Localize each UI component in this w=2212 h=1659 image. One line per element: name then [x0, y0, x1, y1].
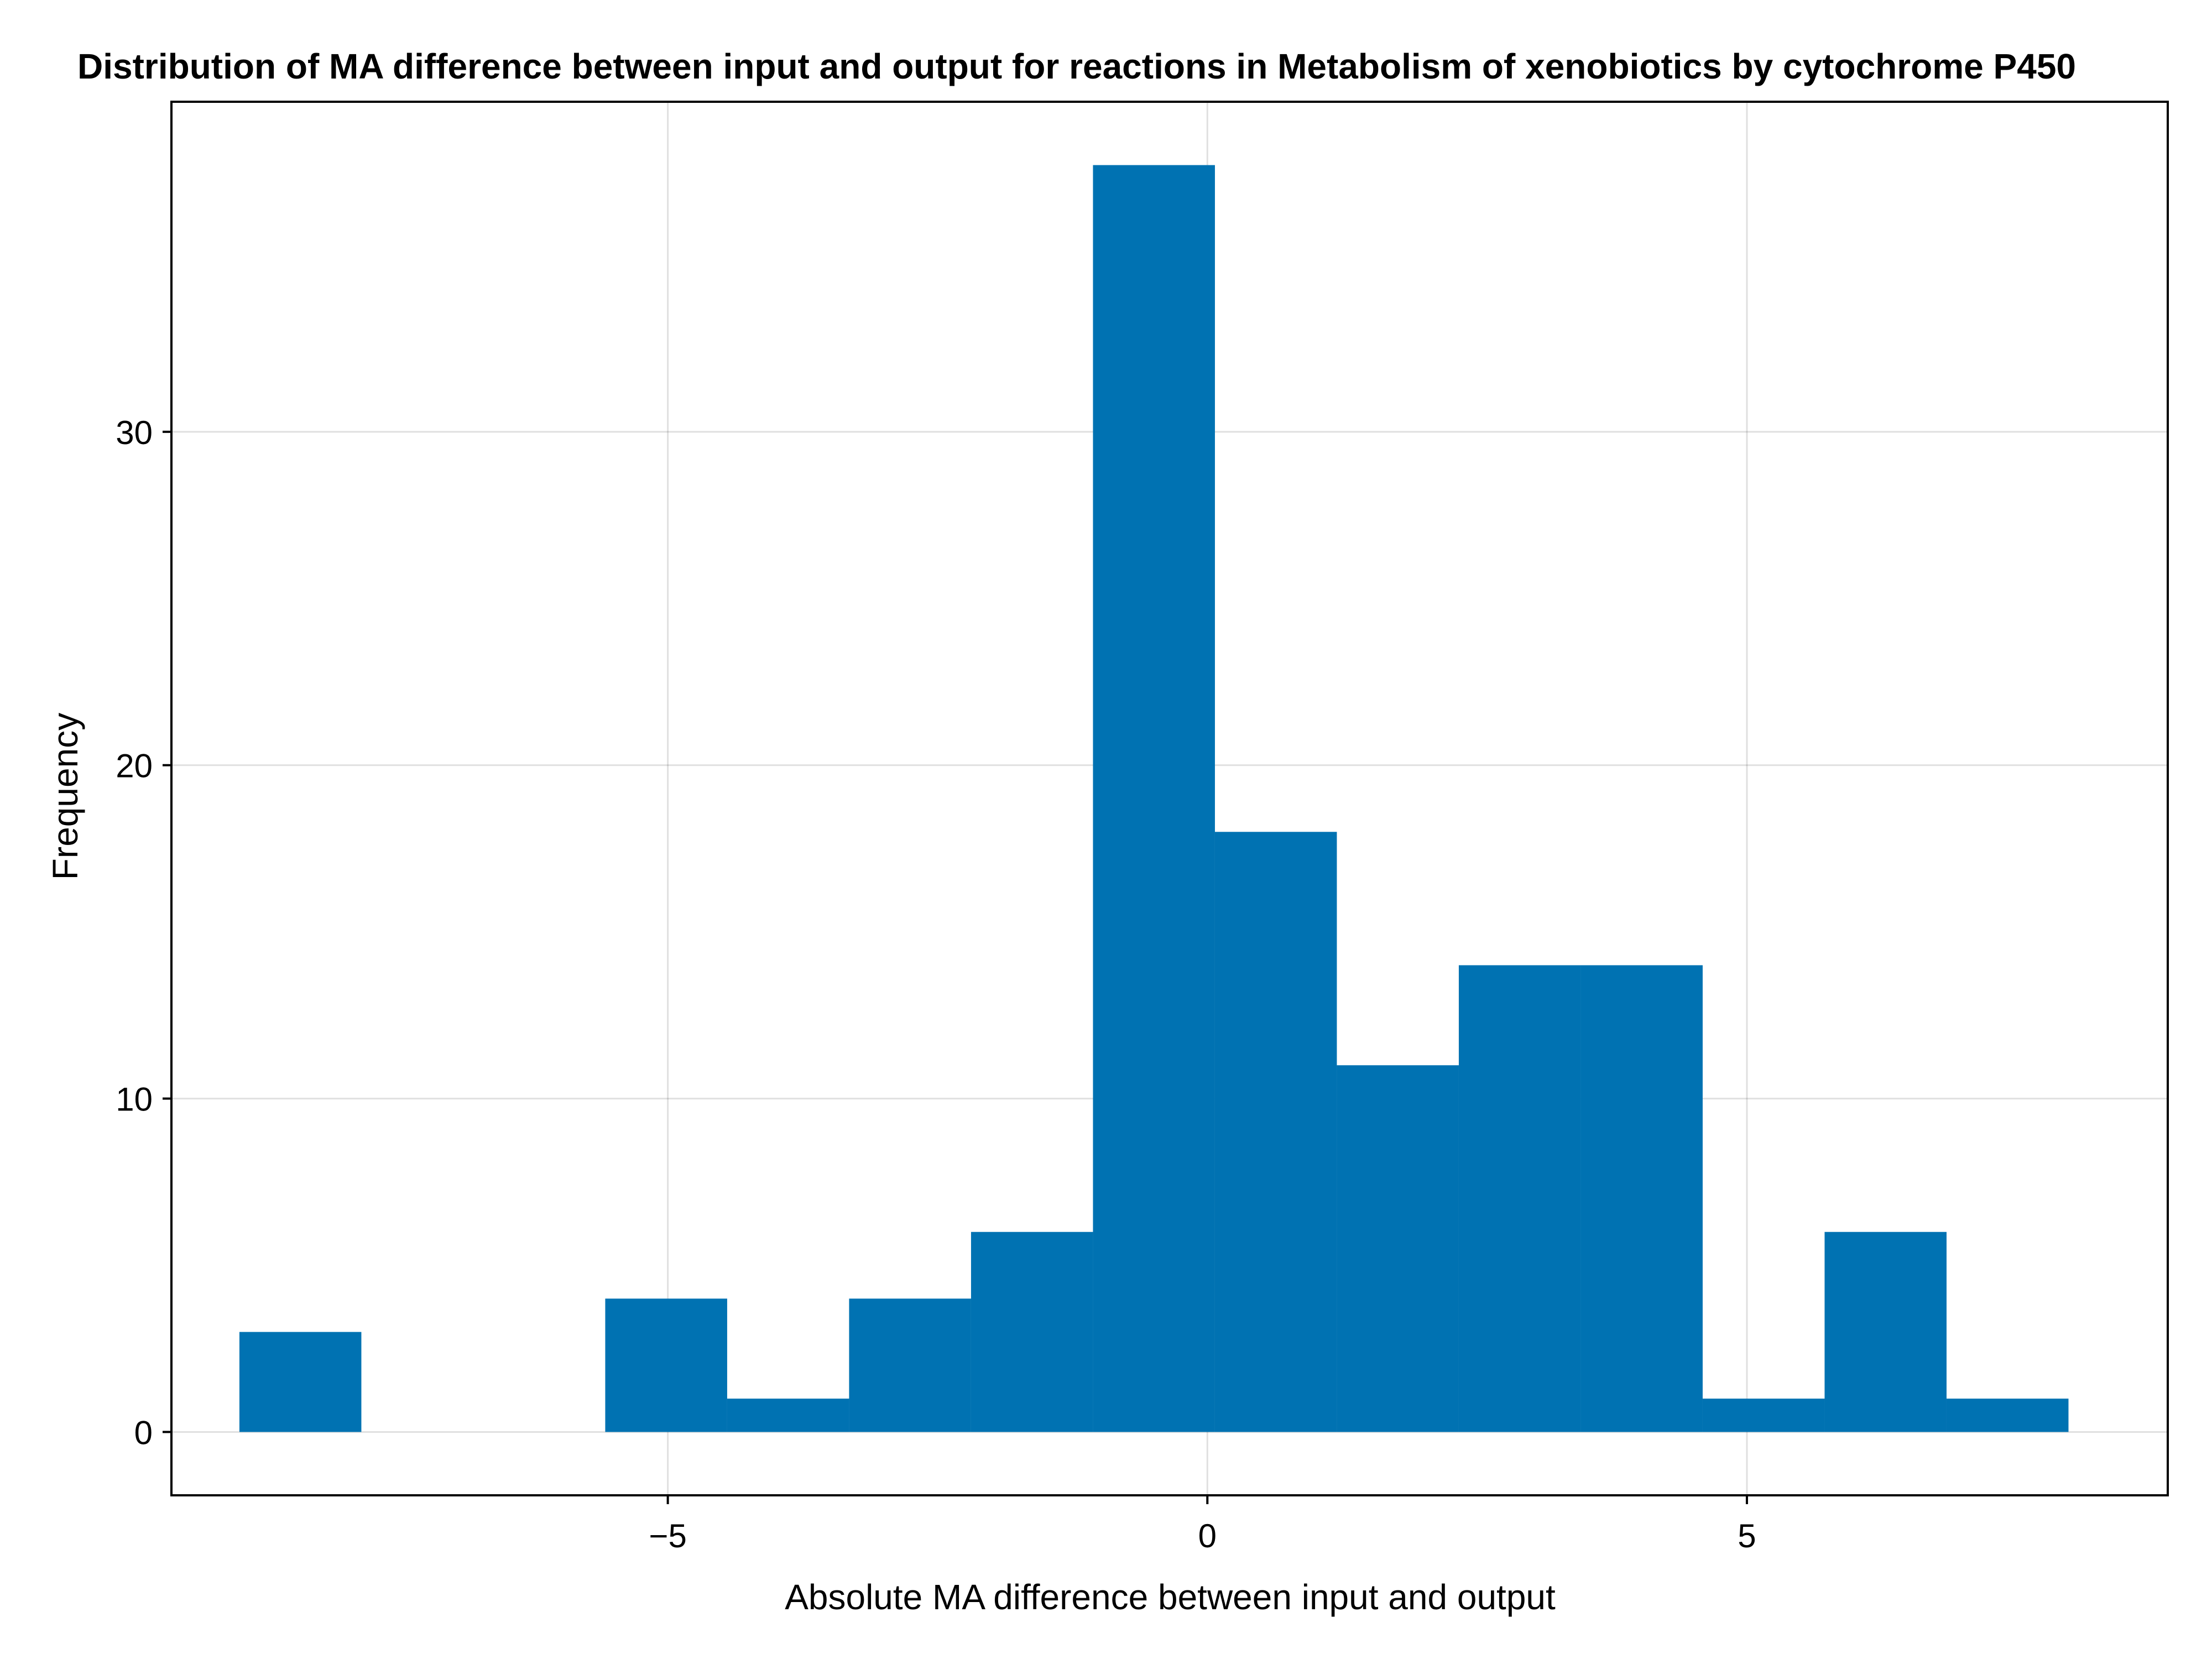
- x-tick-label: −5: [649, 1517, 686, 1554]
- histogram-bar: [1824, 1232, 1947, 1432]
- histogram-bar: [1337, 1065, 1459, 1432]
- y-axis-label: Frequency: [45, 713, 85, 880]
- histogram-bar: [1093, 165, 1215, 1432]
- x-axis-label: Absolute MA difference between input and…: [785, 1577, 1556, 1617]
- bars-layer: [239, 165, 2069, 1432]
- histogram-bar: [1946, 1399, 2069, 1432]
- histogram-bar: [1580, 965, 1703, 1432]
- x-tick-label: 5: [1738, 1517, 1756, 1554]
- x-tick-label: 0: [1198, 1517, 1217, 1554]
- histogram-bar: [1458, 965, 1581, 1432]
- y-tick-label: 10: [116, 1081, 153, 1118]
- histogram-bar: [1214, 832, 1337, 1432]
- y-tick-label: 30: [116, 414, 153, 451]
- y-tick-label: 0: [134, 1414, 153, 1451]
- histogram-bar: [1702, 1399, 1825, 1432]
- histogram-bar: [727, 1399, 849, 1432]
- plot-frame: [170, 101, 2169, 1496]
- chart-title: Distribution of MA difference between in…: [77, 46, 2076, 86]
- histogram-bar: [849, 1298, 971, 1432]
- histogram-bar: [971, 1232, 1093, 1432]
- ticks-layer: −5 0 5 0 10 20 30: [116, 414, 1756, 1554]
- y-tick-label: 20: [116, 748, 153, 785]
- histogram-bar: [605, 1298, 727, 1432]
- histogram-bar: [239, 1332, 362, 1432]
